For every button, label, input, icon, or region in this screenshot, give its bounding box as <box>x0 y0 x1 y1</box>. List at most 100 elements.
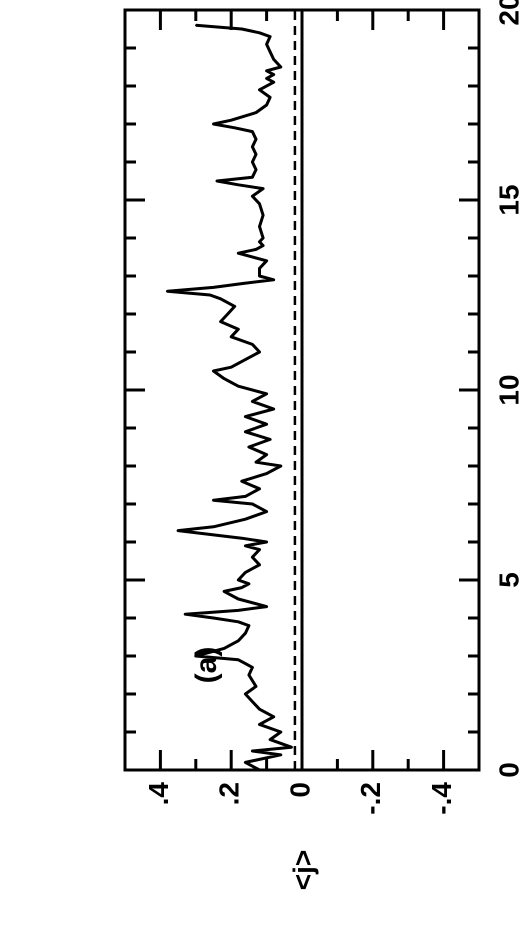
data-point <box>237 620 240 623</box>
x-tick-label: 5 <box>493 572 522 588</box>
data-point <box>258 351 261 353</box>
data-point <box>272 716 275 718</box>
x-axis-tick-labels: 0 5 10 15 20 <box>493 0 522 778</box>
data-point <box>237 183 240 186</box>
data-point <box>212 525 215 528</box>
data-point <box>233 305 236 308</box>
data-point <box>251 145 254 148</box>
data-point <box>258 202 261 205</box>
data-point <box>272 58 275 61</box>
data-point <box>269 96 271 99</box>
data-point <box>212 286 215 289</box>
data-point <box>223 647 225 650</box>
data-point <box>248 624 250 627</box>
data-point <box>269 438 271 441</box>
data-point <box>251 556 254 558</box>
data-point <box>262 187 264 190</box>
data-point <box>244 495 247 498</box>
data-point <box>272 73 275 76</box>
data-point <box>251 750 254 752</box>
data-point <box>269 50 271 53</box>
y-tick-label: .2 <box>214 782 245 805</box>
data-point <box>265 453 268 456</box>
data-point <box>230 119 232 121</box>
data-point <box>251 666 254 669</box>
data-point <box>244 544 247 547</box>
data-point <box>209 294 211 296</box>
y-tick-label: .4 <box>143 782 174 806</box>
data-point <box>265 423 268 425</box>
data-point <box>251 400 254 403</box>
panel-annotation: (a) <box>190 647 223 684</box>
data-point <box>244 761 247 764</box>
data-point <box>230 366 232 368</box>
data-point <box>265 259 268 262</box>
data-point <box>248 674 250 676</box>
data-point <box>166 290 169 292</box>
data-point <box>255 248 257 251</box>
data-point <box>279 66 282 68</box>
data-point <box>223 590 225 593</box>
y-tick-label: -.2 <box>355 782 386 815</box>
data-point <box>265 69 268 72</box>
data-point <box>290 746 293 748</box>
series-line <box>166 23 293 772</box>
data-point <box>265 510 268 513</box>
data-point <box>241 537 243 539</box>
data-point <box>230 335 232 338</box>
data-point <box>219 297 222 300</box>
data-point <box>258 723 261 726</box>
data-point <box>265 541 268 543</box>
data-point <box>269 35 271 38</box>
data-point <box>241 480 243 482</box>
data-point <box>226 313 229 315</box>
data-point <box>212 617 215 619</box>
data-point <box>251 130 254 133</box>
data-point <box>272 408 275 410</box>
data-point <box>258 563 261 566</box>
data-point <box>251 195 254 197</box>
data-point <box>279 754 282 756</box>
data-point <box>244 632 247 634</box>
data-point <box>244 430 247 433</box>
data-point <box>212 499 215 501</box>
x-tick-label: 15 <box>493 184 522 215</box>
data-point <box>219 320 222 323</box>
data-point <box>255 685 257 688</box>
data-point <box>265 43 268 45</box>
data-point <box>237 598 240 600</box>
data-point <box>251 176 254 178</box>
data-point <box>255 138 257 140</box>
data-point <box>244 415 247 418</box>
data-point <box>241 28 243 30</box>
data-point <box>265 472 268 475</box>
data-point <box>251 161 254 163</box>
data-point <box>258 31 261 34</box>
data-point <box>195 24 197 26</box>
data-point <box>255 461 257 463</box>
series-points <box>166 24 293 771</box>
data-point <box>262 244 264 247</box>
data-point <box>177 529 179 532</box>
data-point <box>233 126 236 129</box>
data-point <box>237 252 240 254</box>
data-point <box>223 377 225 380</box>
x-axis-ticks <box>125 8 479 772</box>
x-tick-label: 0 <box>493 762 522 778</box>
data-point <box>269 738 271 741</box>
data-point <box>216 180 218 182</box>
data-point <box>258 240 261 243</box>
data-point <box>251 503 254 505</box>
data-point <box>272 81 275 83</box>
data-point <box>265 605 268 608</box>
data-point <box>248 582 250 585</box>
data-point <box>272 278 275 281</box>
data-point <box>258 548 261 551</box>
y-axis-tick-labels: .4 .2 0 -.2 -.4 <box>143 782 457 815</box>
data-point <box>237 609 240 612</box>
y-tick-label: 0 <box>284 782 315 798</box>
y-tick-label: -.4 <box>426 782 457 815</box>
data-point <box>237 658 240 661</box>
data-point <box>241 586 243 589</box>
y-axis-label: <j> <box>287 850 318 890</box>
